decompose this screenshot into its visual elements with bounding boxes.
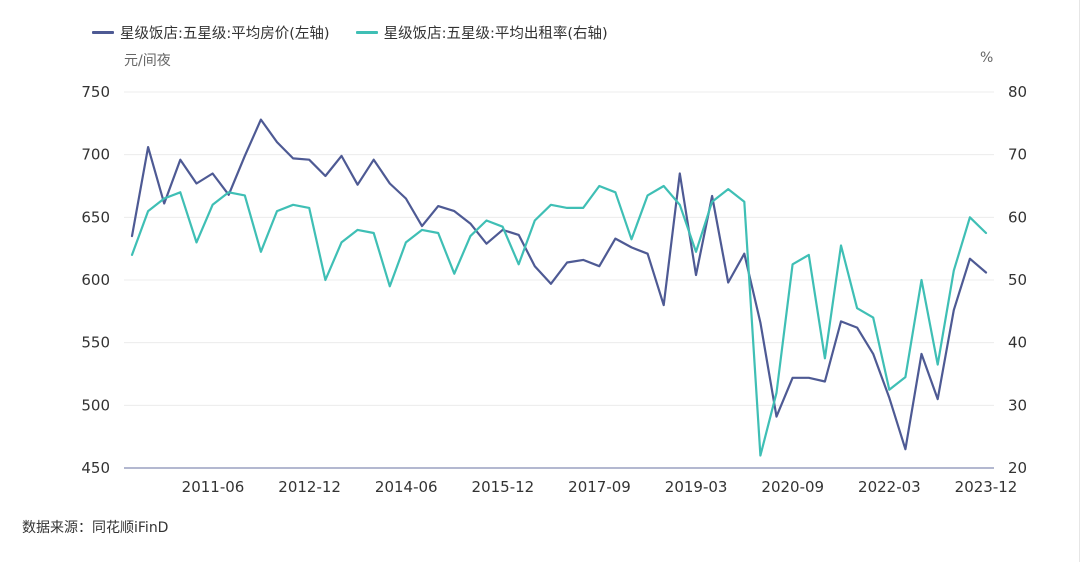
right-tick-label: 60: [1008, 208, 1027, 226]
x-tick-label: 2022-03: [858, 478, 921, 496]
right-tick-label: 70: [1008, 146, 1027, 164]
x-tick-label: 2017-09: [568, 478, 631, 496]
x-tick-label: 2015-12: [472, 478, 535, 496]
x-tick-label: 2023-12: [955, 478, 1018, 496]
x-tick-label: 2019-03: [665, 478, 728, 496]
left-tick-label: 700: [81, 146, 110, 164]
series-line-avg-room-price: [130, 118, 988, 451]
x-tick-label: 2012-12: [278, 478, 341, 496]
legend-swatch-left-series: [92, 31, 114, 34]
legend-swatch-right-series: [355, 31, 378, 34]
x-tick-label: 2014-06: [375, 478, 438, 496]
left-tick-label: 750: [81, 83, 110, 101]
legend: 星级饭店:五星级:平均房价(左轴) 星级饭店:五星级:平均出租率(右轴): [92, 22, 634, 43]
right-tick-label: 20: [1008, 459, 1027, 477]
right-tick-label: 30: [1008, 396, 1027, 414]
data-source-note: 数据来源：同花顺iFinD: [22, 520, 169, 536]
legend-label-left-series: 星级饭店:五星级:平均房价(左轴): [120, 26, 330, 42]
left-tick-label: 600: [81, 271, 110, 289]
right-tick-label: 50: [1008, 271, 1027, 289]
left-tick-label: 500: [81, 396, 110, 414]
left-tick-label: 450: [81, 459, 110, 477]
legend-item-right-series[interactable]: 星级饭店:五星级:平均出租率(右轴): [355, 22, 608, 43]
left-tick-label: 550: [81, 334, 110, 352]
x-tick-label: 2020-09: [761, 478, 824, 496]
right-tick-label: 80: [1008, 83, 1027, 101]
left-tick-label: 650: [81, 208, 110, 226]
x-tick-label: 2011-06: [182, 478, 245, 496]
series-line-occupancy-rate: [130, 184, 988, 457]
legend-item-left-series[interactable]: 星级饭店:五星级:平均房价(左轴): [92, 22, 330, 43]
right-tick-label: 40: [1008, 334, 1027, 352]
left-axis-unit: 元/间夜: [124, 53, 171, 69]
right-axis-unit: %: [980, 50, 994, 66]
legend-label-right-series: 星级饭店:五星级:平均出租率(右轴): [383, 26, 608, 42]
